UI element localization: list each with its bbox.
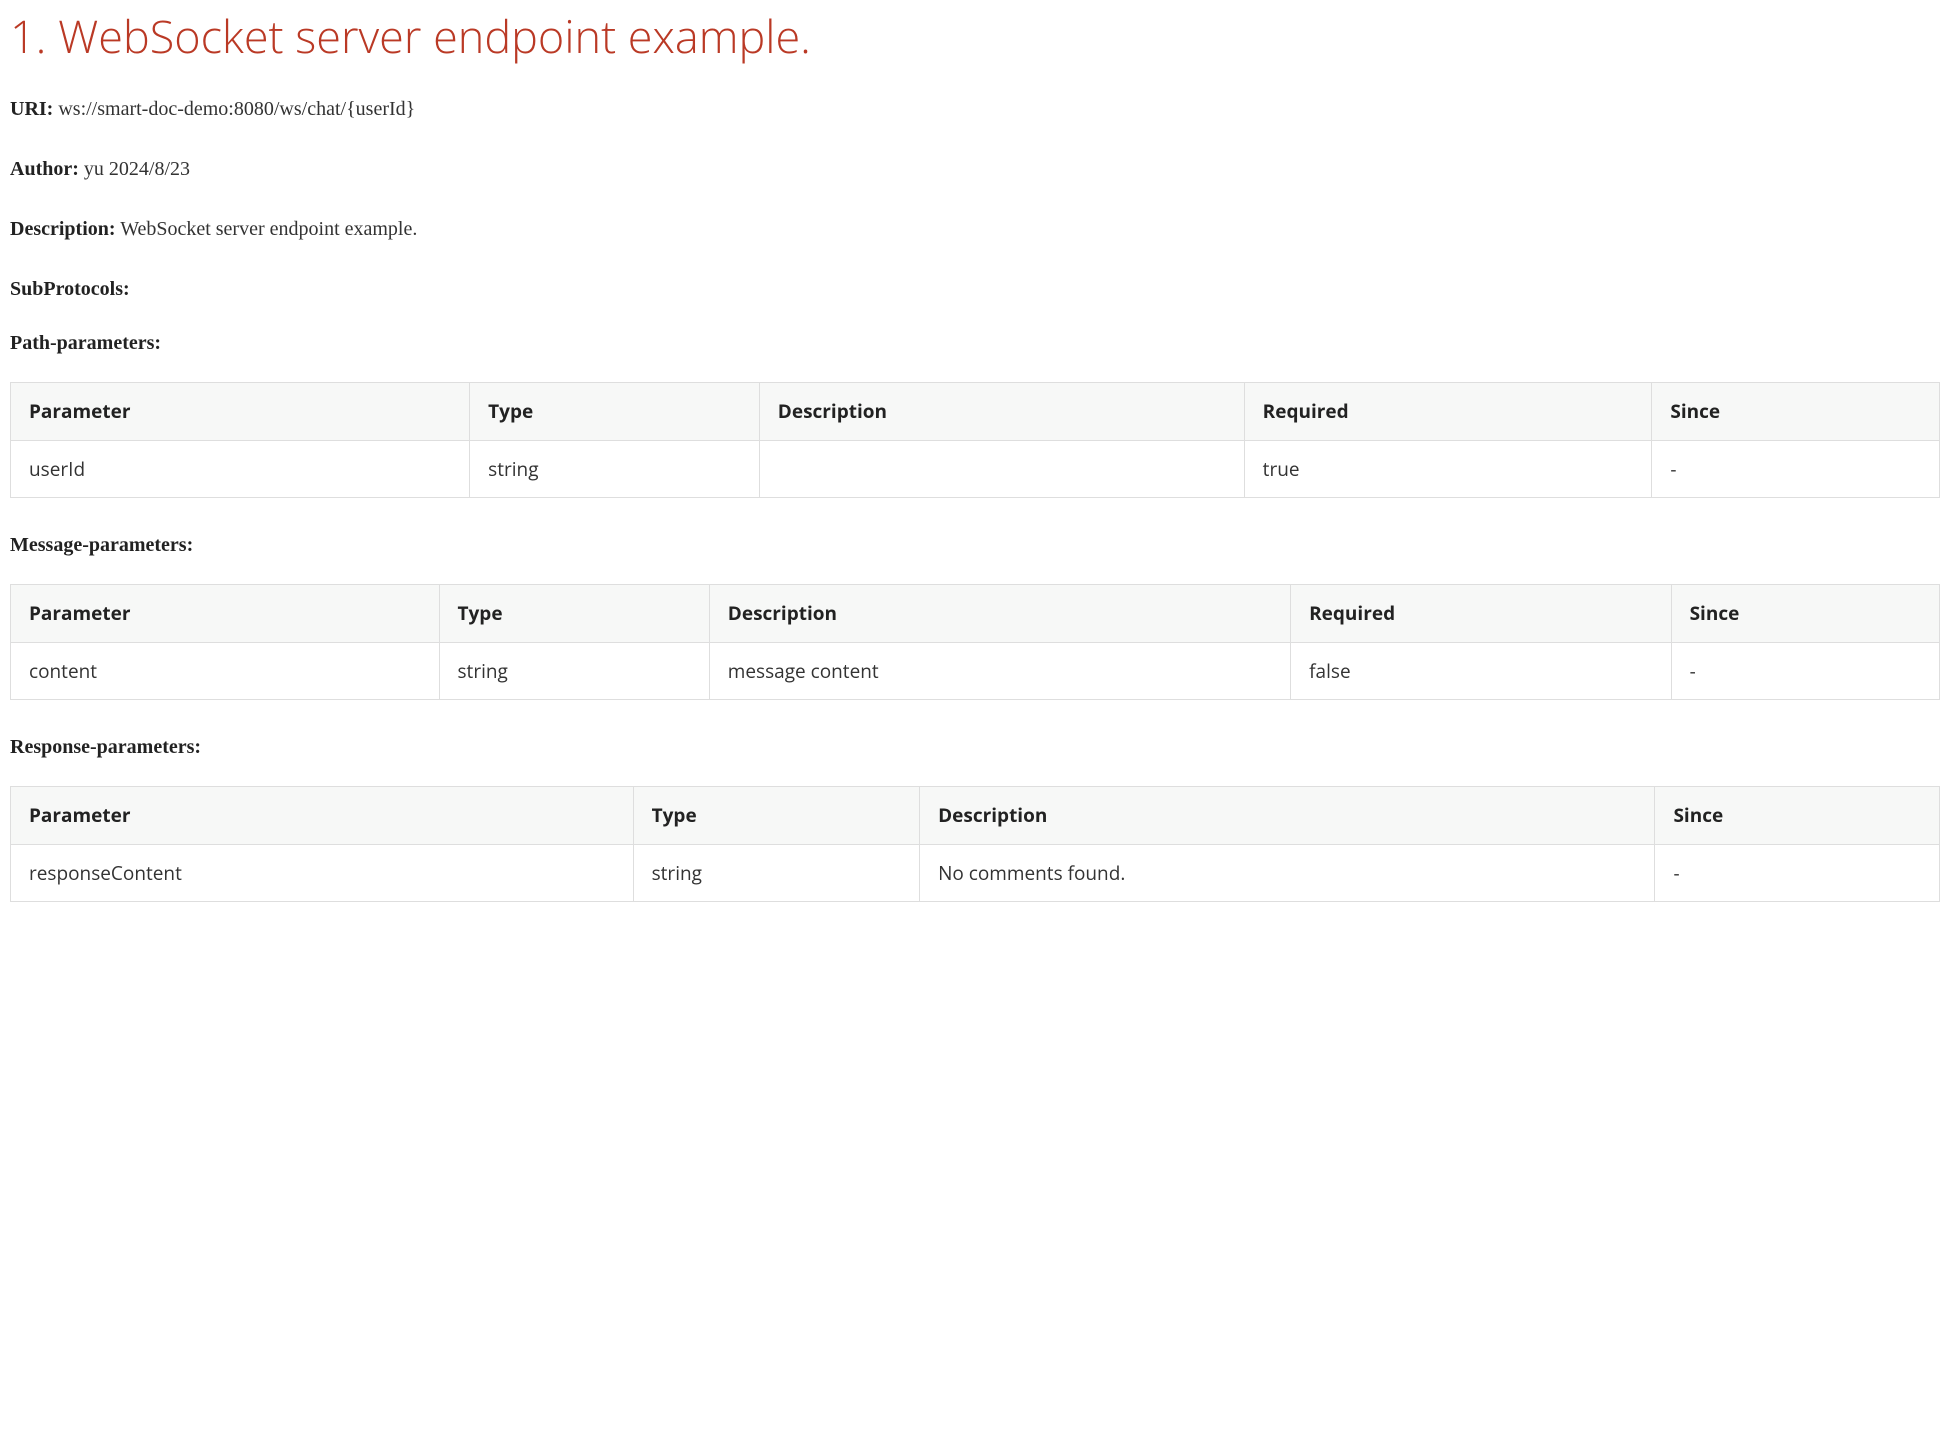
col-since: Since [1652, 383, 1940, 441]
cell-type: string [470, 440, 760, 498]
table-header-row: Parameter Type Description Required Sinc… [11, 585, 1940, 643]
page-title: 1. WebSocket server endpoint example. [10, 10, 1940, 64]
author-label: Author: [10, 158, 79, 180]
col-required: Required [1291, 585, 1671, 643]
table-row: responseContent string No comments found… [11, 844, 1940, 902]
col-parameter: Parameter [11, 585, 440, 643]
cell-parameter: responseContent [11, 844, 634, 902]
cell-description: No comments found. [920, 844, 1655, 902]
description-line: Description: WebSocket server endpoint e… [10, 214, 1940, 244]
response-parameters-label: Response-parameters: [10, 732, 1940, 762]
message-parameters-table: Parameter Type Description Required Sinc… [10, 584, 1940, 700]
cell-parameter: content [11, 642, 440, 700]
col-description: Description [920, 787, 1655, 845]
uri-line: URI: ws://smart-doc-demo:8080/ws/chat/{u… [10, 94, 1940, 124]
uri-value: ws://smart-doc-demo:8080/ws/chat/{userId… [58, 98, 415, 120]
col-parameter: Parameter [11, 787, 634, 845]
col-type: Type [470, 383, 760, 441]
uri-label: URI: [10, 98, 53, 120]
col-description: Description [759, 383, 1244, 441]
subprotocols-label: SubProtocols: [10, 274, 1940, 304]
description-value: WebSocket server endpoint example. [120, 218, 417, 240]
cell-description [759, 440, 1244, 498]
description-label: Description: [10, 218, 116, 240]
cell-type: string [439, 642, 709, 700]
cell-since: - [1655, 844, 1940, 902]
cell-since: - [1652, 440, 1940, 498]
col-type: Type [439, 585, 709, 643]
table-row: userId string true - [11, 440, 1940, 498]
table-row: content string message content false - [11, 642, 1940, 700]
col-type: Type [633, 787, 920, 845]
table-header-row: Parameter Type Description Required Sinc… [11, 383, 1940, 441]
col-since: Since [1671, 585, 1939, 643]
response-parameters-table: Parameter Type Description Since respons… [10, 786, 1940, 902]
cell-description: message content [709, 642, 1290, 700]
author-value: yu 2024/8/23 [84, 158, 190, 180]
message-parameters-label: Message-parameters: [10, 530, 1940, 560]
cell-since: - [1671, 642, 1939, 700]
path-parameters-table: Parameter Type Description Required Sinc… [10, 382, 1940, 498]
cell-required: false [1291, 642, 1671, 700]
col-since: Since [1655, 787, 1940, 845]
col-description: Description [709, 585, 1290, 643]
col-parameter: Parameter [11, 383, 470, 441]
author-line: Author: yu 2024/8/23 [10, 154, 1940, 184]
table-header-row: Parameter Type Description Since [11, 787, 1940, 845]
cell-required: true [1244, 440, 1652, 498]
cell-type: string [633, 844, 920, 902]
col-required: Required [1244, 383, 1652, 441]
cell-parameter: userId [11, 440, 470, 498]
path-parameters-label: Path-parameters: [10, 328, 1940, 358]
